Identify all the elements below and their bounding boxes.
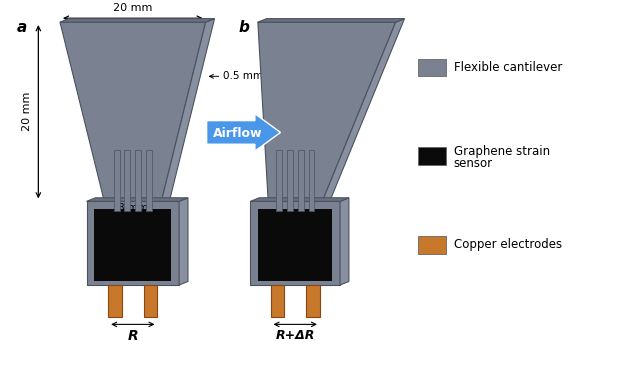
Polygon shape: [322, 19, 404, 201]
Bar: [419, 147, 446, 165]
Polygon shape: [179, 198, 188, 285]
Bar: [306, 285, 320, 316]
Polygon shape: [86, 201, 179, 285]
Text: R: R: [128, 329, 138, 343]
Polygon shape: [251, 198, 349, 201]
Text: 20 mm: 20 mm: [22, 92, 32, 131]
Polygon shape: [60, 22, 206, 201]
Text: 0.5 mm: 0.5 mm: [223, 71, 263, 81]
Text: Flexible cantilever: Flexible cantilever: [453, 61, 562, 74]
Text: 8 mm: 8 mm: [118, 203, 148, 213]
Polygon shape: [340, 198, 349, 285]
Polygon shape: [287, 150, 293, 211]
Bar: [419, 59, 446, 76]
Polygon shape: [95, 209, 171, 281]
Polygon shape: [251, 201, 340, 285]
Polygon shape: [124, 150, 131, 211]
Text: Copper electrodes: Copper electrodes: [453, 238, 562, 251]
Polygon shape: [146, 150, 152, 211]
Polygon shape: [136, 150, 141, 211]
Polygon shape: [114, 150, 119, 211]
Polygon shape: [258, 209, 332, 281]
Text: sensor: sensor: [453, 157, 493, 171]
FancyArrow shape: [207, 114, 281, 151]
Text: R+ΔR: R+ΔR: [276, 329, 315, 342]
Bar: [144, 285, 157, 316]
Polygon shape: [298, 150, 304, 211]
Bar: [108, 285, 122, 316]
Polygon shape: [309, 150, 315, 211]
Polygon shape: [161, 19, 215, 201]
Text: a: a: [17, 20, 27, 35]
Polygon shape: [258, 19, 404, 22]
Text: Airflow: Airflow: [213, 127, 262, 140]
Text: b: b: [238, 20, 249, 35]
Text: Graphene strain: Graphene strain: [453, 145, 550, 157]
Polygon shape: [86, 198, 188, 201]
Polygon shape: [258, 22, 396, 201]
Polygon shape: [60, 19, 215, 22]
Bar: [419, 236, 446, 254]
Bar: [271, 285, 284, 316]
Polygon shape: [276, 150, 282, 211]
Text: 20 mm: 20 mm: [113, 3, 152, 13]
